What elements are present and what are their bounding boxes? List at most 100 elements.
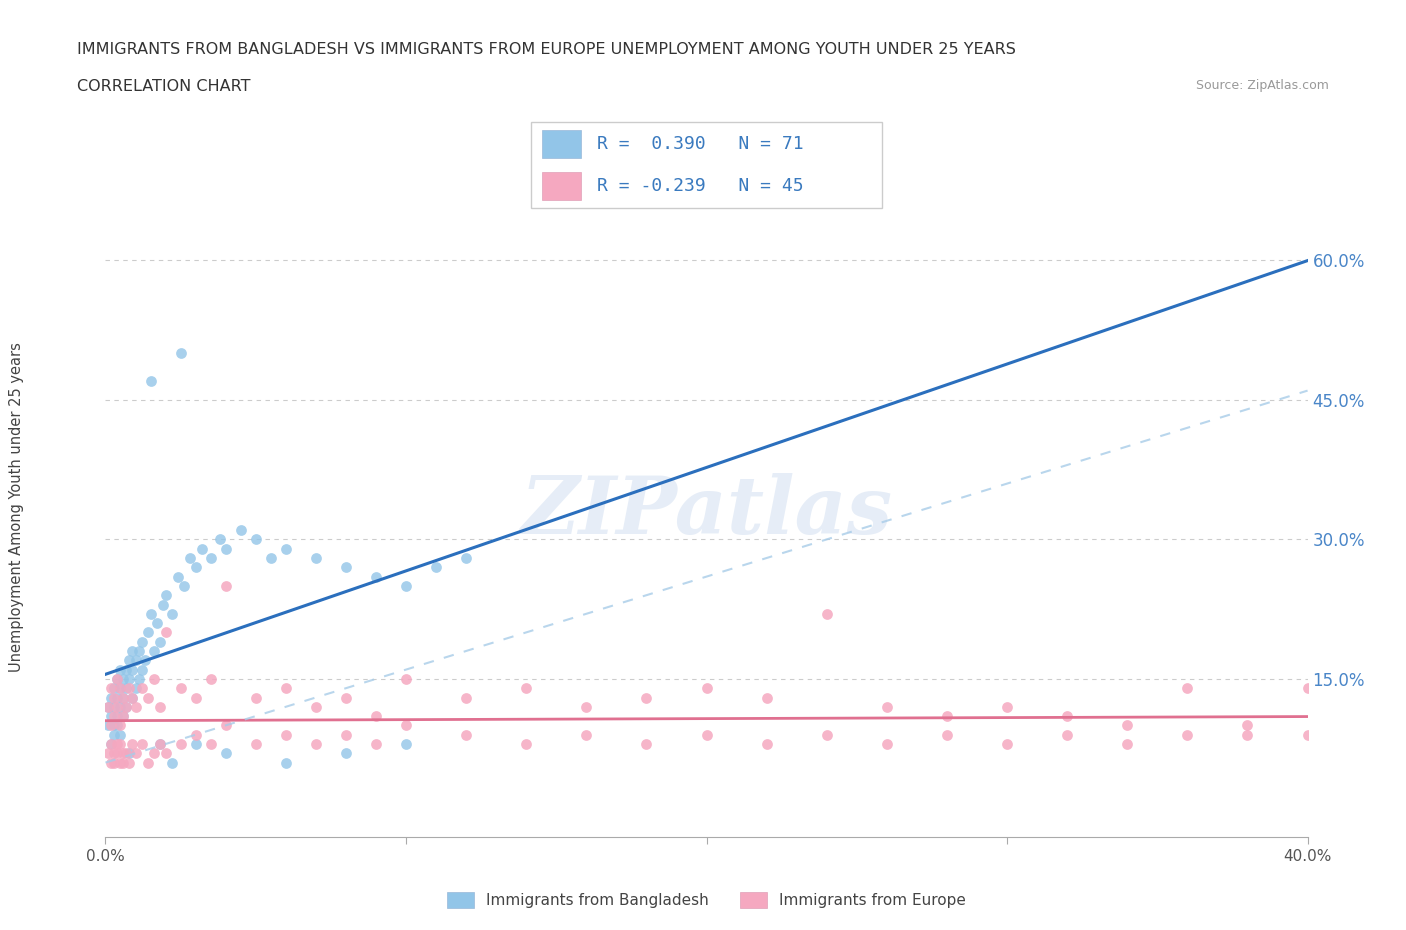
FancyBboxPatch shape (541, 130, 581, 158)
Point (103, 709, 125, 724)
Point (118, 653, 141, 668)
Point (245, 532, 267, 547)
Point (131, 634, 153, 649)
Point (142, 746, 165, 761)
Text: IMMIGRANTS FROM BANGLADESH VS IMMIGRANTS FROM EUROPE UNEMPLOYMENT AMONG YOUTH UN: IMMIGRANTS FROM BANGLADESH VS IMMIGRANTS… (77, 42, 1017, 57)
Point (169, 737, 191, 751)
Point (1236, 718, 1258, 733)
Point (815, 727, 838, 742)
Point (200, 737, 222, 751)
Point (155, 746, 177, 761)
Point (107, 718, 129, 733)
Point (110, 681, 132, 696)
Point (184, 690, 207, 705)
Point (152, 597, 174, 612)
Point (636, 737, 658, 751)
Point (876, 737, 898, 751)
Point (454, 727, 477, 742)
Point (815, 606, 838, 621)
Text: Unemployment Among Youth under 25 years: Unemployment Among Youth under 25 years (10, 342, 24, 671)
Point (208, 532, 231, 547)
Point (335, 690, 357, 705)
Point (100, 709, 122, 724)
Point (274, 541, 297, 556)
Point (515, 681, 537, 696)
Point (131, 662, 153, 677)
Point (274, 681, 297, 696)
Point (139, 606, 162, 621)
Point (305, 699, 328, 714)
Point (124, 653, 146, 668)
FancyBboxPatch shape (531, 122, 882, 208)
Point (121, 690, 143, 705)
Point (1296, 681, 1319, 696)
Point (995, 737, 1018, 751)
Text: ZIPatlas: ZIPatlas (520, 472, 893, 551)
Point (395, 671, 418, 686)
Legend: Immigrants from Bangladesh, Immigrants from Europe: Immigrants from Bangladesh, Immigrants f… (440, 885, 973, 914)
Point (115, 681, 138, 696)
Point (395, 737, 418, 751)
Point (115, 699, 138, 714)
Point (100, 690, 122, 705)
Point (124, 699, 146, 714)
Point (112, 690, 135, 705)
Point (364, 737, 387, 751)
Point (214, 746, 236, 761)
Point (148, 634, 170, 649)
Point (118, 755, 141, 770)
Point (876, 699, 898, 714)
Point (1296, 727, 1319, 742)
Point (179, 551, 201, 565)
Point (100, 755, 122, 770)
Point (100, 737, 122, 751)
Point (364, 709, 387, 724)
Point (124, 746, 146, 761)
Point (160, 606, 183, 621)
Point (100, 681, 122, 696)
Point (274, 727, 297, 742)
Point (112, 755, 135, 770)
Point (118, 681, 141, 696)
Point (97, 746, 120, 761)
Point (575, 727, 598, 742)
Point (1175, 727, 1198, 742)
Point (118, 746, 141, 761)
Point (103, 746, 125, 761)
Point (107, 671, 129, 686)
Point (260, 551, 283, 565)
Point (110, 718, 132, 733)
Point (110, 737, 132, 751)
Point (121, 644, 143, 658)
Point (103, 699, 125, 714)
Point (148, 699, 170, 714)
Point (128, 671, 150, 686)
Point (103, 690, 125, 705)
Point (166, 569, 188, 584)
Point (755, 690, 778, 705)
Point (173, 578, 195, 593)
Point (115, 699, 138, 714)
Point (112, 709, 135, 724)
Point (1116, 718, 1139, 733)
Point (97, 718, 120, 733)
Point (136, 755, 159, 770)
Point (184, 737, 207, 751)
Point (121, 737, 143, 751)
Point (131, 737, 153, 751)
Point (515, 737, 537, 751)
Point (100, 737, 122, 751)
Point (110, 662, 132, 677)
Point (136, 690, 159, 705)
Text: R = -0.239   N = 45: R = -0.239 N = 45 (598, 178, 804, 195)
Point (184, 560, 207, 575)
Point (395, 578, 418, 593)
Point (115, 746, 138, 761)
Point (305, 551, 328, 565)
Point (112, 671, 135, 686)
Point (128, 644, 150, 658)
Point (100, 718, 122, 733)
Point (136, 625, 159, 640)
Point (107, 737, 129, 751)
Point (364, 569, 387, 584)
